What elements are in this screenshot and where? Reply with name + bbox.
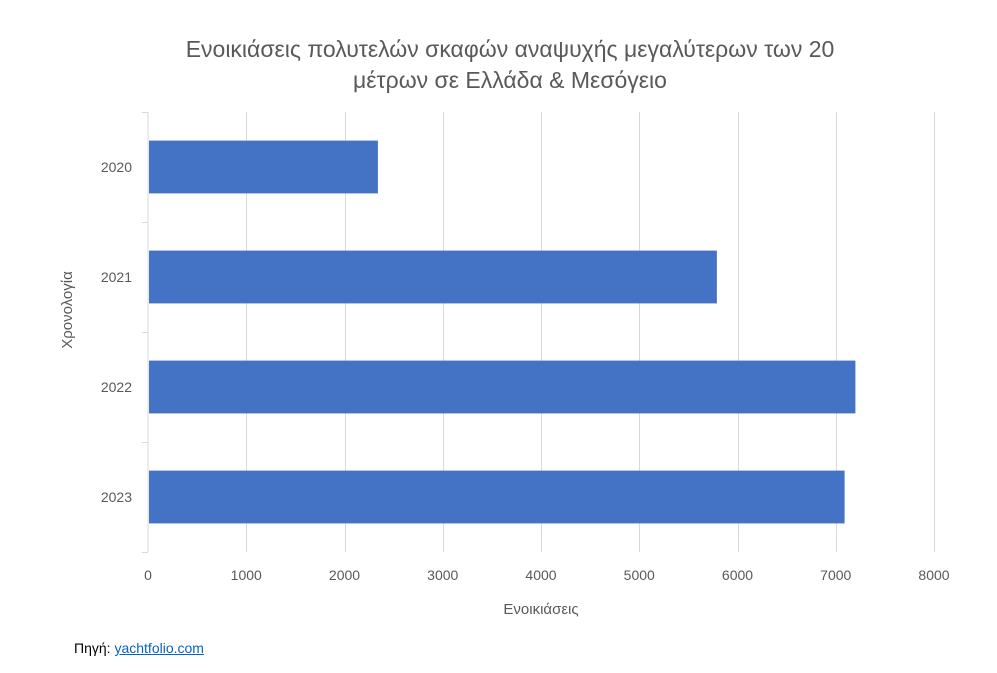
bar-2022 [149, 360, 856, 414]
bar-2020 [149, 140, 378, 194]
x-axis-title: Ενοικιάσεις [503, 601, 578, 618]
x-tick-labels: 0 1000 2000 3000 4000 5000 6000 7000 8000 [144, 567, 950, 583]
source-label: Πηγή: [74, 640, 111, 656]
x-tick-label: 5000 [624, 567, 655, 583]
y-tick-label-2021: 2021 [101, 269, 132, 285]
x-tick-label: 3000 [427, 567, 458, 583]
y-tick-label-2023: 2023 [101, 489, 132, 505]
bar-2021 [149, 250, 717, 304]
x-tick-label: 1000 [231, 567, 262, 583]
x-tick-label: 8000 [918, 567, 949, 583]
y-axis-title: Χρονολογία [59, 271, 76, 349]
x-tick-label: 0 [144, 567, 152, 583]
x-tick-label: 6000 [722, 567, 753, 583]
bars [149, 140, 856, 524]
chart-title-line-1: Ενοικιάσεις πολυτελών σκαφών αναψυχής με… [186, 36, 835, 62]
y-tick-label-2020: 2020 [101, 159, 132, 175]
bar-2023 [149, 470, 845, 524]
y-tick-marks [142, 112, 148, 553]
x-tick-label: 7000 [820, 567, 851, 583]
source-note: Πηγή: yachtfolio.com [74, 640, 204, 656]
source-link[interactable]: yachtfolio.com [114, 640, 204, 656]
x-tick-label: 2000 [329, 567, 360, 583]
chart-title-line-2: μέτρων σε Ελλάδα & Μεσόγειο [353, 67, 667, 93]
x-tick-label: 4000 [525, 567, 556, 583]
y-tick-labels: 2020 2021 2022 2023 [101, 159, 132, 505]
y-tick-label-2022: 2022 [101, 379, 132, 395]
